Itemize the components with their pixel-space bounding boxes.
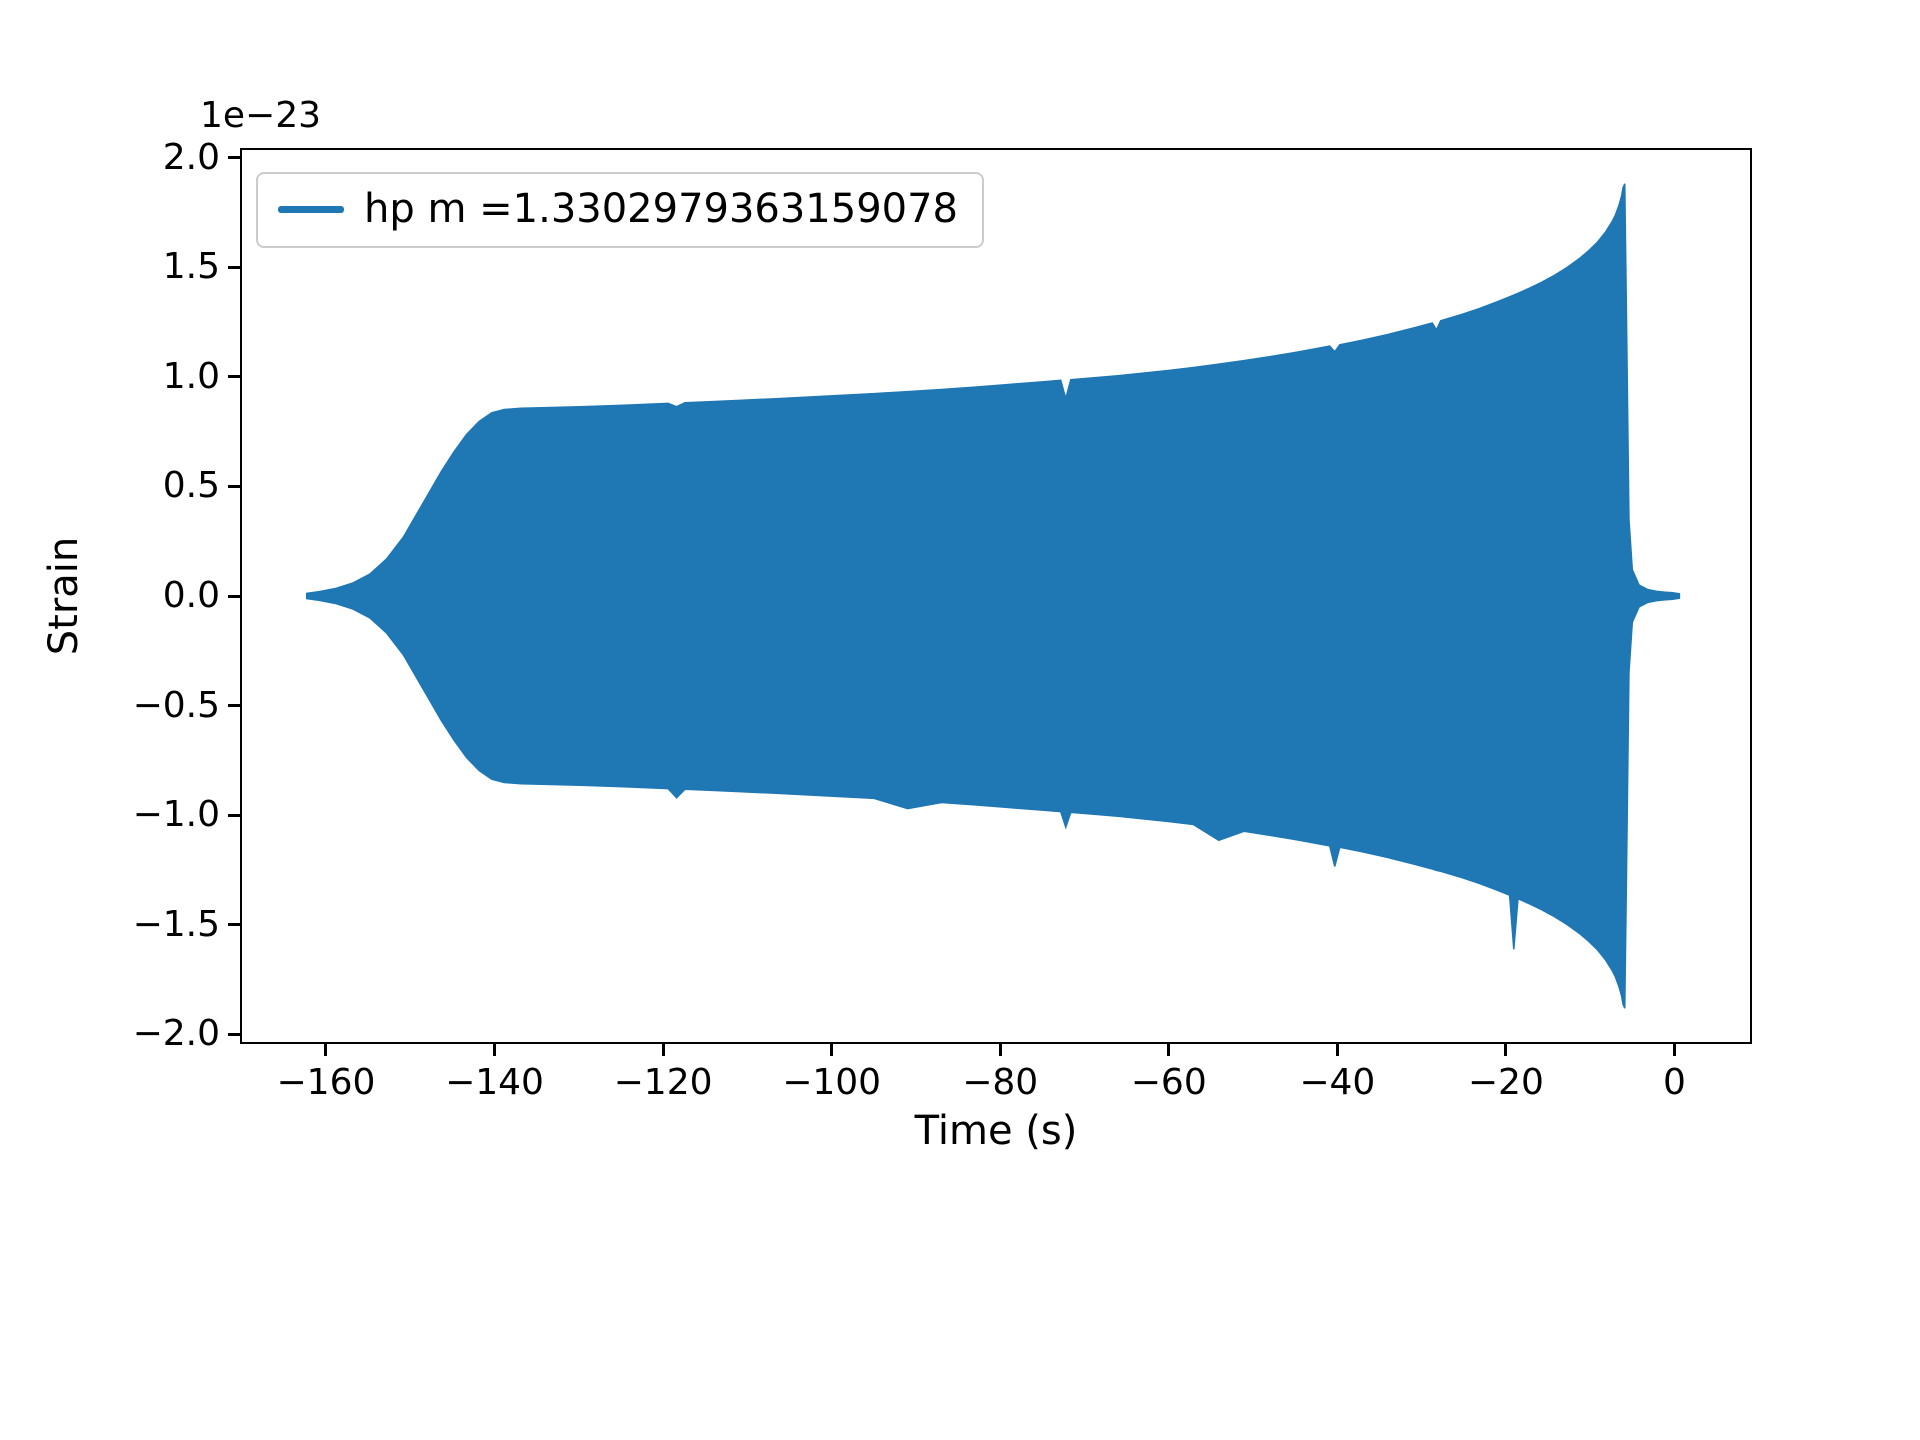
y-tick-label: −1.0 bbox=[132, 794, 220, 836]
y-tick-label: −2.0 bbox=[132, 1013, 220, 1055]
x-tick-label: −160 bbox=[276, 1062, 376, 1103]
x-tick-mark bbox=[1167, 1044, 1171, 1056]
x-tick-mark bbox=[998, 1044, 1002, 1056]
waveform-svg bbox=[305, 183, 1681, 1009]
y-axis-offset-text: 1e−23 bbox=[200, 95, 322, 136]
x-tick-label: −60 bbox=[1130, 1062, 1207, 1103]
y-tick-mark bbox=[228, 265, 240, 269]
y-tick-mark bbox=[228, 594, 240, 598]
x-tick-label: −80 bbox=[962, 1062, 1039, 1103]
y-tick-mark bbox=[228, 923, 240, 927]
x-axis-label: Time (s) bbox=[914, 1108, 1078, 1154]
legend-label: hp m =1.3302979363159078 bbox=[364, 186, 959, 232]
x-tick-mark bbox=[493, 1044, 497, 1056]
y-tick-label: 0.5 bbox=[162, 465, 220, 507]
y-tick-mark bbox=[228, 484, 240, 488]
y-tick-mark bbox=[228, 156, 240, 160]
y-tick-mark bbox=[228, 813, 240, 817]
x-tick-label: −20 bbox=[1467, 1062, 1544, 1103]
y-tick-mark bbox=[228, 1032, 240, 1036]
y-tick-label: 2.0 bbox=[162, 136, 220, 178]
x-tick-label: −140 bbox=[445, 1062, 544, 1103]
y-tick-mark bbox=[228, 375, 240, 379]
y-tick-label: −1.5 bbox=[132, 903, 220, 945]
x-tick-label: −120 bbox=[613, 1062, 713, 1103]
x-tick-mark bbox=[1672, 1044, 1676, 1056]
x-tick-label: −100 bbox=[782, 1062, 882, 1103]
x-tick-mark bbox=[1335, 1044, 1339, 1056]
legend: hp m =1.3302979363159078 bbox=[256, 172, 985, 248]
x-tick-label: 0 bbox=[1663, 1062, 1686, 1103]
y-tick-label: 0.0 bbox=[162, 575, 220, 616]
y-tick-label: 1.5 bbox=[162, 246, 220, 288]
x-tick-mark bbox=[1504, 1044, 1508, 1056]
x-tick-mark bbox=[661, 1044, 665, 1056]
x-tick-mark bbox=[324, 1044, 328, 1056]
x-tick-mark bbox=[830, 1044, 834, 1056]
plot-area: hp m =1.3302979363159078 bbox=[240, 148, 1752, 1044]
x-tick-label: −40 bbox=[1299, 1062, 1376, 1103]
legend-line-sample bbox=[278, 205, 344, 213]
y-tick-mark bbox=[228, 704, 240, 708]
waveform-series bbox=[305, 183, 1681, 1009]
y-tick-label: 1.0 bbox=[162, 355, 220, 397]
y-tick-label: −0.5 bbox=[132, 684, 220, 726]
